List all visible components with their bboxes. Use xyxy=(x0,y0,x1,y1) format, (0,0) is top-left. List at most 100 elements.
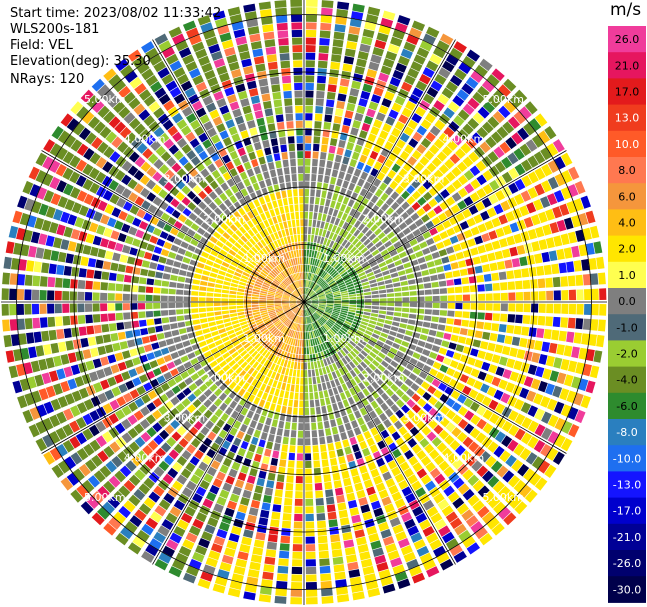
velocity-gate xyxy=(245,355,253,364)
velocity-gate xyxy=(189,455,200,466)
velocity-gate xyxy=(258,1,272,10)
velocity-gate xyxy=(371,237,380,245)
velocity-gate xyxy=(450,204,461,214)
velocity-gate xyxy=(513,233,523,244)
velocity-gate xyxy=(535,366,545,378)
velocity-gate xyxy=(112,342,121,352)
velocity-gate xyxy=(70,101,84,115)
velocity-gate xyxy=(514,89,528,103)
velocity-gate xyxy=(533,151,546,165)
velocity-gate xyxy=(366,437,375,447)
velocity-gate xyxy=(72,468,85,482)
velocity-gate xyxy=(75,417,87,429)
velocity-gate xyxy=(350,175,359,184)
velocity-gate xyxy=(176,474,188,485)
velocity-gate xyxy=(258,594,272,603)
velocity-gate xyxy=(262,139,270,149)
velocity-gate xyxy=(283,343,288,351)
velocity-gate xyxy=(312,445,319,453)
velocity-gate xyxy=(57,460,70,474)
velocity-gate xyxy=(310,296,318,300)
velocity-gate xyxy=(266,226,273,235)
velocity-gate xyxy=(405,348,414,356)
velocity-gate xyxy=(244,302,252,305)
velocity-gate xyxy=(422,391,432,401)
velocity-gate xyxy=(284,105,293,114)
velocity-gate xyxy=(184,250,193,258)
velocity-gate xyxy=(38,233,48,246)
velocity-gate xyxy=(331,242,338,250)
velocity-gate xyxy=(102,431,114,443)
velocity-gate xyxy=(574,409,586,424)
velocity-gate xyxy=(318,294,325,298)
velocity-gate xyxy=(374,39,387,50)
velocity-gate xyxy=(153,310,161,317)
velocity-gate xyxy=(484,312,493,321)
velocity-gate xyxy=(304,317,307,325)
velocity-gate xyxy=(430,323,438,330)
velocity-gate xyxy=(118,505,131,519)
velocity-gate xyxy=(164,193,174,204)
velocity-gate xyxy=(401,486,413,497)
velocity-gate xyxy=(356,161,365,171)
velocity-gate xyxy=(237,346,245,354)
velocity-gate xyxy=(235,558,248,568)
velocity-gate xyxy=(251,350,259,358)
velocity-gate xyxy=(580,395,591,409)
velocity-gate xyxy=(222,245,231,252)
velocity-gate xyxy=(282,305,290,308)
velocity-gate xyxy=(190,222,200,232)
velocity-gate xyxy=(145,414,156,425)
velocity-gate xyxy=(169,506,182,518)
velocity-gate xyxy=(491,272,500,281)
velocity-gate xyxy=(422,525,435,537)
velocity-gate xyxy=(182,256,191,264)
velocity-gate xyxy=(356,489,366,499)
velocity-gate xyxy=(170,396,180,406)
velocity-gate xyxy=(363,311,371,316)
velocity-gate xyxy=(317,535,328,544)
velocity-gate xyxy=(246,576,259,586)
velocity-gate xyxy=(269,335,276,343)
velocity-gate xyxy=(313,266,318,274)
velocity-gate xyxy=(285,319,291,326)
velocity-gate xyxy=(124,70,138,83)
velocity-gate xyxy=(216,226,225,235)
velocity-gate xyxy=(405,388,415,398)
velocity-gate xyxy=(286,320,292,327)
velocity-gate xyxy=(218,147,228,158)
velocity-gate xyxy=(260,431,268,441)
velocity-gate xyxy=(545,277,553,288)
velocity-gate xyxy=(344,278,352,284)
velocity-gate xyxy=(585,210,596,224)
velocity-gate xyxy=(523,122,536,136)
velocity-gate xyxy=(170,198,180,208)
velocity-gate xyxy=(35,247,45,259)
velocity-gate xyxy=(349,18,362,28)
velocity-gate xyxy=(400,318,409,324)
velocity-gate xyxy=(308,331,312,339)
velocity-gate xyxy=(103,146,115,159)
velocity-gate xyxy=(170,244,180,253)
velocity-gate xyxy=(267,217,274,226)
velocity-gate xyxy=(173,499,186,511)
velocity-gate xyxy=(299,385,304,393)
velocity-gate xyxy=(347,95,358,105)
velocity-gate xyxy=(93,121,106,134)
velocity-gate xyxy=(432,309,440,316)
velocity-gate xyxy=(453,370,463,380)
velocity-gate xyxy=(264,39,276,48)
velocity-gate xyxy=(404,449,414,460)
velocity-gate xyxy=(337,341,344,349)
velocity-gate xyxy=(560,404,572,418)
velocity-gate xyxy=(320,22,332,31)
velocity-gate xyxy=(71,390,82,402)
velocity-gate xyxy=(318,306,325,310)
velocity-gate xyxy=(428,186,439,197)
velocity-gate xyxy=(243,255,251,262)
velocity-gate xyxy=(267,353,274,361)
velocity-gate xyxy=(229,313,238,318)
velocity-gate xyxy=(215,319,224,325)
velocity-gate xyxy=(136,385,146,396)
velocity-gate xyxy=(489,179,500,191)
